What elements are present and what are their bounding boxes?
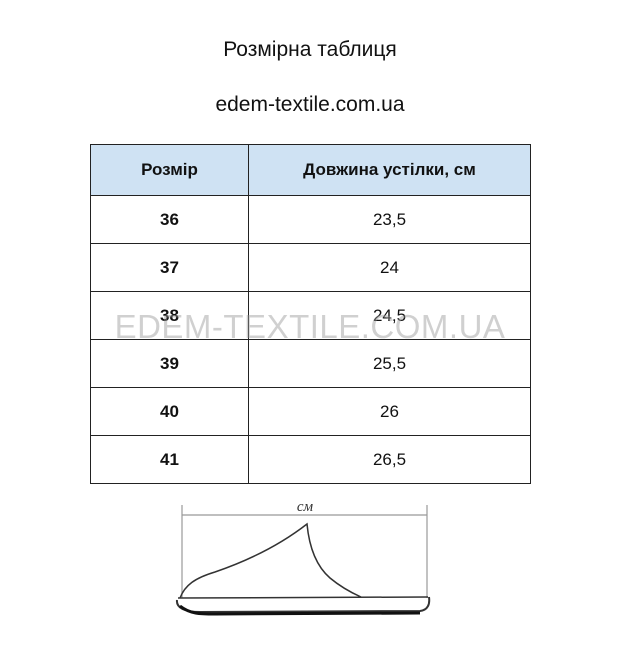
slipper-icon xyxy=(175,522,431,616)
table-row: 37 24 xyxy=(90,243,531,292)
size-cell: 37 xyxy=(90,243,249,292)
length-cell: 26,5 xyxy=(248,435,531,484)
unit-label: см xyxy=(297,499,314,515)
header-insole-length: Довжина устілки, см xyxy=(248,144,531,196)
length-cell: 26 xyxy=(248,387,531,436)
header-size: Розмір xyxy=(90,144,249,196)
site-name: edem-textile.com.ua xyxy=(215,93,405,116)
size-cell: 41 xyxy=(90,435,249,484)
size-cell: 39 xyxy=(90,339,249,388)
length-cell: 24 xyxy=(248,243,531,292)
measure-lines xyxy=(181,505,428,598)
length-cell: 23,5 xyxy=(248,195,531,244)
table-header: Розмір Довжина устілки, см xyxy=(90,144,531,196)
table-row: 39 25,5 xyxy=(90,339,531,388)
size-table: Розмір Довжина устілки, см 36 23,5 37 24 3… xyxy=(90,144,531,484)
table-row: 36 23,5 xyxy=(90,195,531,244)
page-title: Розмірна таблиця xyxy=(223,38,397,61)
table-row: 41 26,5 xyxy=(90,435,531,484)
size-cell: 36 xyxy=(90,195,249,244)
size-cell: 38 xyxy=(90,291,249,340)
table-row: 38 24,5 xyxy=(90,291,531,340)
